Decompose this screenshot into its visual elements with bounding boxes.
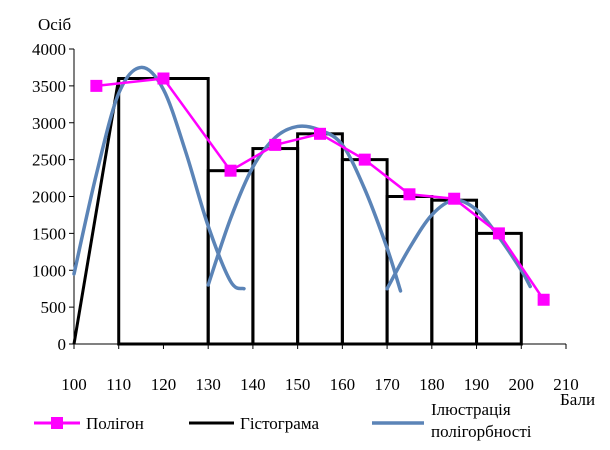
y-tick-label: 4000 [32, 40, 66, 59]
x-tick-label: 210 [553, 375, 579, 394]
polygon-line [96, 77, 545, 301]
histogram-bar [296, 132, 344, 346]
x-tick-label: 140 [240, 375, 266, 394]
histogram-bar [430, 198, 479, 346]
legend-polymodality-label-line2: полігорбності [431, 422, 532, 441]
polygon-marker [537, 293, 550, 306]
polygon-marker [224, 164, 237, 177]
polygon-marker [314, 127, 326, 140]
histogram-bar [251, 147, 300, 346]
polygon-series [90, 72, 550, 306]
legend-polymodality-label-line1: Ілюстрація [431, 400, 511, 419]
x-tick-label: 190 [464, 375, 490, 394]
legend-polygon-marker [51, 417, 63, 429]
x-tick-label: 100 [61, 375, 87, 394]
y-tick-label: 3000 [32, 114, 66, 133]
histogram-bar [117, 77, 210, 346]
y-tick-label: 1500 [32, 224, 66, 243]
x-tick-label: 150 [285, 375, 311, 394]
polygon-marker [448, 192, 461, 205]
polygon-marker [358, 153, 371, 166]
y-tick-label: 2000 [32, 188, 66, 207]
histogram-bar [475, 231, 523, 346]
x-tick-label: 120 [151, 375, 177, 394]
legend: Полігон Гістограма Ілюстрація полігорбності [34, 400, 532, 441]
y-tick-label: 2500 [32, 151, 66, 170]
x-tick-label: 160 [330, 375, 356, 394]
histogram-bar [206, 169, 255, 346]
x-tick-label: 200 [509, 375, 535, 394]
y-tick-label: 3500 [32, 77, 66, 96]
polygon-marker [90, 79, 103, 92]
polygon-marker [492, 227, 505, 240]
histogram-series [72, 77, 523, 346]
polygon-marker [157, 72, 170, 85]
y-tick-label: 0 [58, 335, 67, 354]
x-tick-label: 130 [195, 375, 221, 394]
polygon-marker [403, 188, 416, 201]
axes [69, 48, 567, 349]
polymodality-curve [72, 65, 246, 291]
x-tick-label: 170 [374, 375, 400, 394]
y-axis-label: Осіб [38, 15, 71, 34]
histogram-lead-line [72, 78, 121, 345]
polygon-marker [269, 138, 282, 151]
x-tick-label: 180 [419, 375, 445, 394]
y-tick-label: 1000 [32, 261, 66, 280]
legend-histogram-label: Гістограма [240, 414, 319, 433]
tick-labels: 0 500 1000 1500 2000 2500 3000 3500 4000 100 110 12… [32, 40, 579, 394]
x-tick-label: 110 [106, 375, 131, 394]
y-tick-label: 500 [41, 298, 67, 317]
polymodality-series [72, 65, 532, 293]
legend-polygon-label: Полігон [86, 414, 144, 433]
polymodality-curve [206, 124, 403, 293]
polymodality-curve [385, 198, 532, 291]
x-axis-label: Бали [560, 390, 595, 409]
